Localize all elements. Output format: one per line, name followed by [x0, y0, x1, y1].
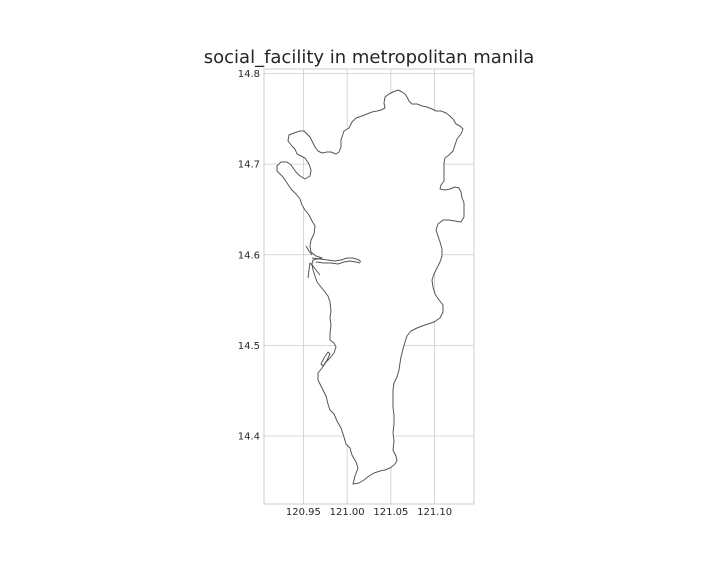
x-axis-ticks: 120.95 121.00 121.05 121.10 [286, 507, 452, 518]
x-tick-label: 121.05 [373, 507, 408, 518]
plot-area [263, 68, 475, 505]
y-tick-label: 14.5 [238, 341, 260, 352]
metro-manila-boundary [276, 89, 465, 485]
y-tick-label: 14.6 [238, 250, 260, 261]
y-tick-label: 14.7 [238, 160, 260, 171]
x-tick-label: 121.00 [330, 507, 365, 518]
x-tick-label: 120.95 [286, 507, 321, 518]
bay-islet [320, 351, 331, 367]
boundary-outline [276, 89, 465, 485]
pasig-river-channel-lower [315, 260, 361, 265]
map-title: social_facility in metropolitan manila [204, 47, 535, 68]
x-tick-label: 121.10 [417, 507, 452, 518]
port-pier-south [307, 262, 321, 279]
y-axis-ticks: 14.8 14.7 14.6 14.5 14.4 [238, 69, 260, 443]
y-tick-label: 14.4 [238, 432, 260, 443]
port-pier-north [305, 245, 313, 256]
pasig-river-channel [311, 257, 362, 263]
y-tick-label: 14.8 [238, 69, 260, 80]
